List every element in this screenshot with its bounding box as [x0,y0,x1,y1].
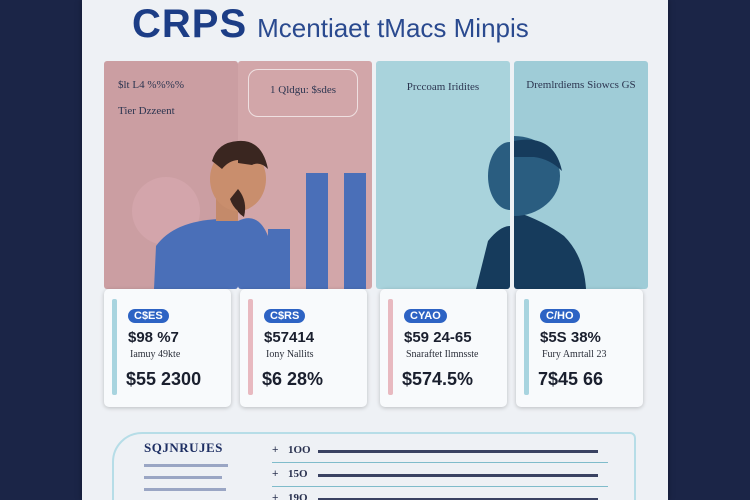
card-accent-stripe [248,299,253,395]
card-value: $57414 [264,329,315,346]
summary-row: + 15O [272,468,602,484]
illustration-bar [344,173,366,289]
row-divider [272,462,608,463]
card-label: Fury Amrtall 23 [542,349,607,360]
row-number: 1OO [288,444,311,456]
panel-3: Prccoam Iridites [376,61,510,289]
row-text-line [318,450,598,453]
person-illustration-left [132,141,238,289]
card-big-number: $6 28% [262,369,324,389]
card-badge: C/HO [540,309,580,323]
panel-2: 1 Qldgu: $sdes [238,61,372,289]
panel-header-box: 1 Qldgu: $sdes [248,69,358,117]
row-bullet: + [272,468,279,480]
person-illustration-right [514,136,586,289]
summary-box [112,432,636,500]
row-bullet: + [272,492,279,500]
card-badge: C$RS [264,309,306,323]
infographic-poster: CRPS Mcentiaet tMacs Minpis $lt L4 %%%% … [82,0,668,500]
person-illustration-right [476,142,510,289]
card-value: $5S 38% [540,329,601,346]
card-big-number: $574.5% [402,369,474,389]
card-badge: CYAO [404,309,447,323]
summary-text-line [144,476,222,479]
row-divider [272,486,608,487]
card-big-number: 7$45 66 [538,369,604,389]
card-label: Snaraftet Ilmnsste [406,349,479,360]
panel-4: Dremlrdiems Siowcs GS [514,61,648,289]
card-accent-stripe [524,299,529,395]
card-label: Iamuy 49kte [130,349,181,360]
title-subtitle: Mcentiaet tMacs Minpis [257,13,529,43]
card-badge: C$ES [128,309,169,323]
card-accent-stripe [112,299,117,395]
row-number: 19O [288,492,308,500]
summary-title: SQJNRUJES [144,440,223,455]
panel-subheader: Tier Dzzeent [118,105,175,117]
panel-header: 1 Qldgu: $sdes [270,84,336,96]
poster-title: CRPS Mcentiaet tMacs Minpis [132,2,529,46]
card-value: $98 %7 [128,329,179,346]
row-text-line [318,474,598,477]
panel-header: Dremlrdiems Siowcs GS [526,79,636,91]
panel-header: $lt L4 %%%% [118,79,184,91]
panel-header: Prccoam Iridites [406,81,480,93]
card-label: Iony Nallits [266,349,314,360]
title-main: CRPS [132,2,248,46]
stat-card-1: C$ES $98 %7 Iamuy 49kte $55 2300 [104,289,231,407]
stat-card-3: CYAO $59 24-65 Snaraftet Ilmnsste $574.5… [380,289,507,407]
summary-text-line [144,464,228,467]
row-bullet: + [272,444,279,456]
row-text-line [318,498,598,500]
stat-card-4: C/HO $5S 38% Fury Amrtall 23 7$45 66 [516,289,643,407]
row-number: 15O [288,468,308,480]
summary-row: + 19O [272,492,602,500]
bar-illustration [238,140,366,289]
summary-text-line [144,488,226,491]
card-big-number: $55 2300 [126,369,202,389]
panel-1: $lt L4 %%%% Tier Dzzeent [104,61,238,289]
illustration-bar [306,173,328,289]
summary-row: + 1OO [272,444,602,460]
stat-card-2: C$RS $57414 Iony Nallits $6 28% [240,289,367,407]
card-accent-stripe [388,299,393,395]
card-value: $59 24-65 [404,329,472,346]
illustration-bar [268,229,290,289]
